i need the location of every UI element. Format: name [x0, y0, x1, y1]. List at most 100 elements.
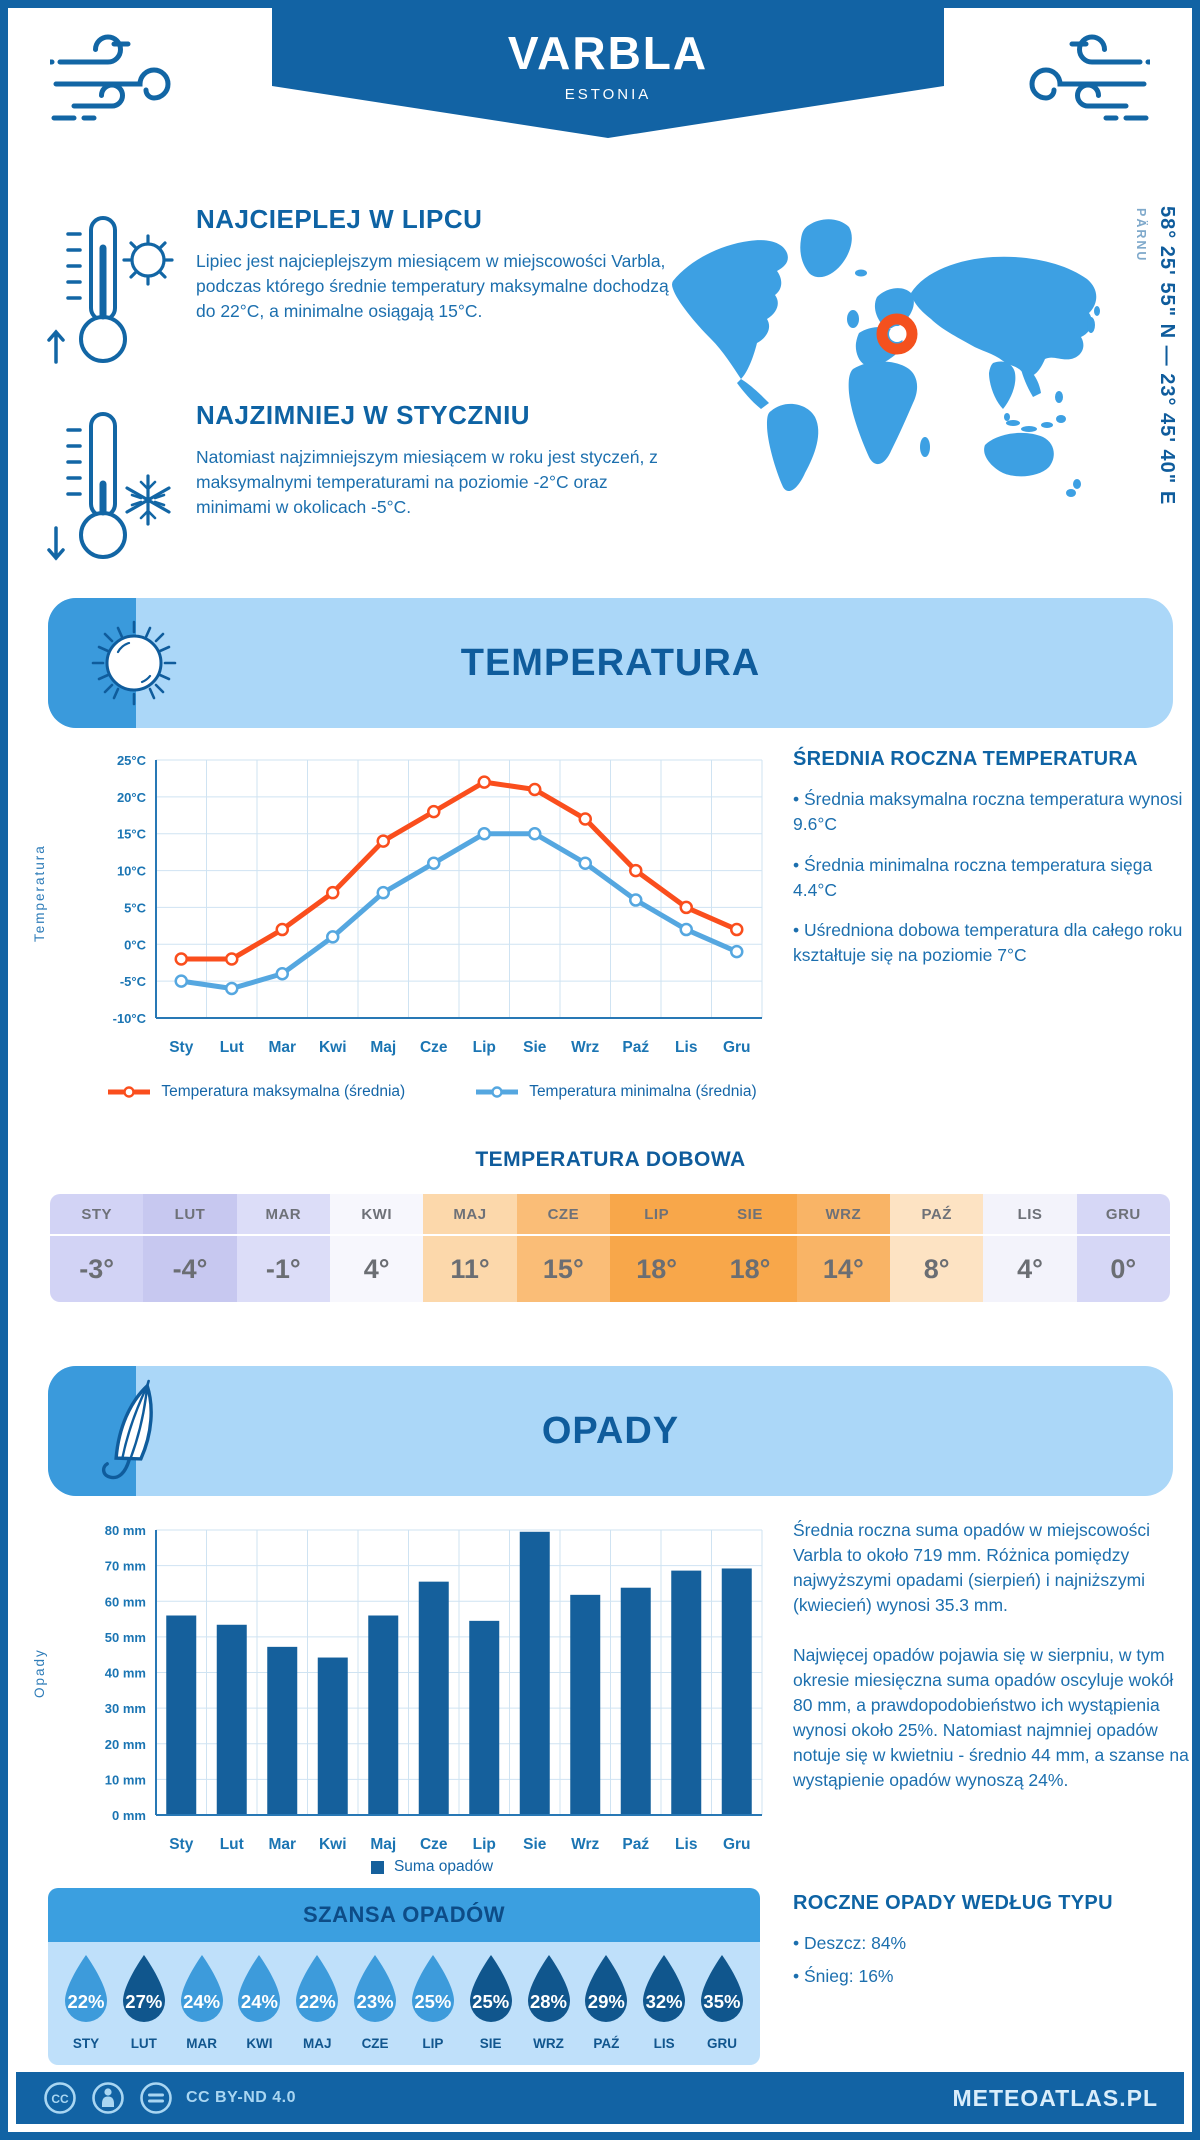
droplet-month: MAR: [186, 2036, 217, 2051]
svg-text:15°C: 15°C: [117, 827, 147, 842]
table-month-header: WRZ: [796, 1194, 890, 1234]
droplet-month: KWI: [246, 2036, 273, 2051]
coldest-heading: NAJZIMNIEJ W STYCZNIU: [196, 400, 531, 430]
legend-label-max: Temperatura maksymalna (średnia): [161, 1083, 406, 1100]
location-marker: [876, 313, 918, 355]
table-month-header: KWI: [330, 1194, 424, 1234]
svg-text:5°C: 5°C: [124, 900, 146, 915]
annual-temp-heading: ŚREDNIA ROCZNA TEMPERATURA: [793, 748, 1138, 770]
data-point: [326, 885, 340, 900]
chance-of-precipitation-panel: SZANSA OPADÓW 22% STY 27% LUT 24% MAR 24…: [48, 1888, 760, 2065]
bar: [317, 1657, 348, 1815]
svg-text:50 mm: 50 mm: [105, 1630, 146, 1645]
umbrella-icon: [101, 1379, 153, 1480]
data-point: [528, 782, 542, 797]
droplet-percent: 25%: [414, 1991, 452, 2012]
coldest-month-block: NAJZIMNIEJ W STYCZNIU Natomiast najzimni…: [44, 400, 672, 575]
droplet-icon: [122, 1955, 165, 2022]
precip-type-bullet: • Deszcz: 84%: [793, 1933, 907, 1953]
svg-text:60 mm: 60 mm: [105, 1594, 146, 1609]
data-point: [427, 804, 441, 819]
droplet-percent: 35%: [703, 1991, 741, 2012]
data-point: [730, 944, 744, 959]
droplet-month: WRZ: [533, 2036, 564, 2051]
droplet-item: 35% GRU: [696, 1954, 748, 2051]
droplet-month: GRU: [706, 2036, 737, 2051]
data-point: [376, 834, 390, 848]
warmest-heading: NAJCIEPLEJ W LIPCU: [196, 204, 483, 234]
legend-label-sum: Suma opadów: [393, 1858, 494, 1875]
droplet-icon: [296, 1955, 339, 2022]
snowflake-icon: [125, 474, 171, 526]
table-month-header: MAJ: [423, 1194, 517, 1234]
svg-text:30 mm: 30 mm: [105, 1701, 146, 1716]
world-map: [663, 201, 1148, 509]
table-month-header: SIE: [703, 1194, 797, 1234]
svg-text:Lip: Lip: [473, 1836, 496, 1853]
warmest-text: Lipiec jest najcieplejszym miesiącem w m…: [196, 251, 669, 321]
data-point: [326, 930, 340, 944]
coldest-text: Natomiast najzimniejszym miesiącem w rok…: [196, 447, 658, 517]
svg-text:0 mm: 0 mm: [112, 1808, 146, 1823]
chance-droplets: 22% STY 27% LUT 24% MAR 24% KWI 22% MAJ: [48, 1942, 760, 2065]
droplet-icon: [411, 1955, 454, 2022]
svg-text:-5°C: -5°C: [120, 974, 147, 989]
coordinates-label: 58° 25' 55" N — 23° 45' 40" E: [1156, 206, 1178, 506]
precip-type-heading: ROCZNE OPADY WEDŁUG TYPU: [793, 1892, 1113, 1914]
data-point: [629, 893, 643, 907]
droplet-item: 25% LIP: [407, 1954, 459, 2051]
droplet-month: PAŹ: [593, 2036, 620, 2051]
svg-text:20 mm: 20 mm: [105, 1737, 146, 1752]
svg-text:20°C: 20°C: [117, 790, 147, 805]
droplet-item: 32% LIS: [638, 1954, 690, 2051]
temperature-section-banner: TEMPERATURA: [48, 598, 1173, 728]
data-point: [225, 952, 239, 966]
svg-text:-10°C: -10°C: [113, 1011, 147, 1026]
droplet-item: 23% CZE: [349, 1954, 401, 2051]
site-label: METEOATLAS.PL: [952, 2084, 1158, 2111]
data-point: [275, 967, 289, 981]
svg-text:80 mm: 80 mm: [105, 1523, 146, 1538]
legend-item-max: Temperatura maksymalna (średnia): [107, 1083, 405, 1101]
legend-item-min: Temperatura minimalna (średnia): [475, 1083, 757, 1101]
svg-text:Lut: Lut: [220, 1836, 244, 1853]
svg-text:Sie: Sie: [523, 1039, 547, 1056]
droplet-item: 22% MAJ: [291, 1954, 343, 2051]
svg-text:CC: CC: [51, 2092, 69, 2106]
legend-item-sum: Suma opadów: [370, 1858, 494, 1876]
svg-text:Sty: Sty: [169, 1836, 194, 1853]
svg-text:10°C: 10°C: [117, 864, 147, 879]
svg-text:Paź: Paź: [622, 1039, 649, 1056]
bar: [519, 1531, 550, 1815]
svg-text:Wrz: Wrz: [571, 1039, 599, 1056]
precipitation-section-title: OPADY: [541, 1409, 680, 1452]
annual-temp-bullet: • Średnia minimalna roczna temperatura s…: [793, 854, 1153, 900]
sun-icon: [91, 620, 177, 706]
droplet-percent: 29%: [587, 1991, 625, 2012]
droplet-icon: [180, 1955, 223, 2022]
data-point: [679, 922, 693, 937]
data-point: [629, 863, 643, 878]
droplet-month: LIS: [653, 2036, 675, 2051]
svg-text:Wrz: Wrz: [571, 1836, 599, 1853]
data-point: [578, 812, 592, 826]
table-temperature-value: 15°: [516, 1236, 610, 1302]
bar: [721, 1568, 752, 1815]
svg-text:Maj: Maj: [370, 1039, 396, 1056]
svg-text:Mar: Mar: [268, 1836, 296, 1853]
annual-temp-bullet: • Uśredniona dobowa temperatura dla całe…: [793, 920, 1183, 966]
droplet-item: 25% SIE: [465, 1954, 517, 2051]
page-subtitle: ESTONIA: [564, 86, 652, 103]
droplet-item: 27% LUT: [118, 1954, 170, 2051]
droplet-item: 24% KWI: [233, 1954, 285, 2051]
table-month-header: PAŹ: [890, 1194, 984, 1234]
table-month-header: STY: [50, 1194, 144, 1234]
daily-temperature-table: STY LUT MAR KWI MAJ CZE LIP SIE WRZ PAŹ LIS GRU -3° -…: [50, 1194, 1170, 1302]
data-point: [477, 775, 491, 789]
table-temperature-value: 4°: [330, 1236, 424, 1302]
data-point: [174, 952, 188, 966]
bar: [570, 1594, 601, 1815]
svg-text:25°C: 25°C: [117, 753, 147, 768]
svg-text:Cze: Cze: [420, 1039, 448, 1056]
wind-icon: [1029, 34, 1150, 121]
